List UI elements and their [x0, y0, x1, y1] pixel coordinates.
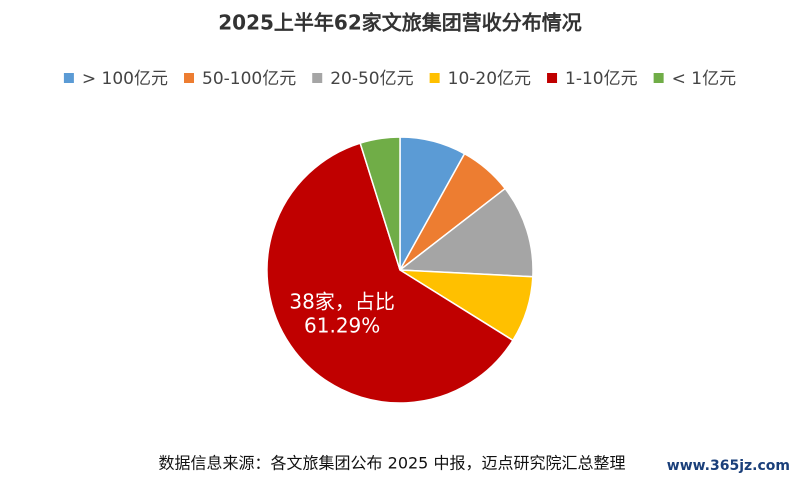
- legend-label: 20-50亿元: [330, 69, 413, 89]
- legend-swatch: [653, 73, 664, 83]
- watermark: www.365jz.com: [667, 458, 790, 474]
- data-label: 38家，占比: [289, 289, 394, 313]
- data-label: 61.29%: [304, 313, 380, 337]
- pie-slice: [359, 136, 401, 271]
- legend-label: > 100亿元: [82, 69, 168, 89]
- legend-label: 10-20亿元: [448, 69, 531, 89]
- source-note: 数据信息来源：各文旅集团公布 2025 中报，迈点研究院汇总整理: [159, 454, 626, 473]
- chart-title: 2025上半年62家文旅集团营收分布情况: [218, 11, 582, 35]
- legend-label: 50-100亿元: [202, 69, 296, 89]
- legend-swatch: [312, 73, 323, 83]
- legend-swatch: [184, 73, 195, 83]
- legend-swatch: [429, 73, 440, 83]
- legend-label: < 1亿元: [672, 69, 736, 89]
- pie-slice: [266, 142, 514, 404]
- legend-swatch: [63, 73, 74, 83]
- pie-slice: [397, 187, 534, 278]
- legend-swatch: [547, 73, 558, 83]
- legend-label: 1-10亿元: [565, 69, 638, 89]
